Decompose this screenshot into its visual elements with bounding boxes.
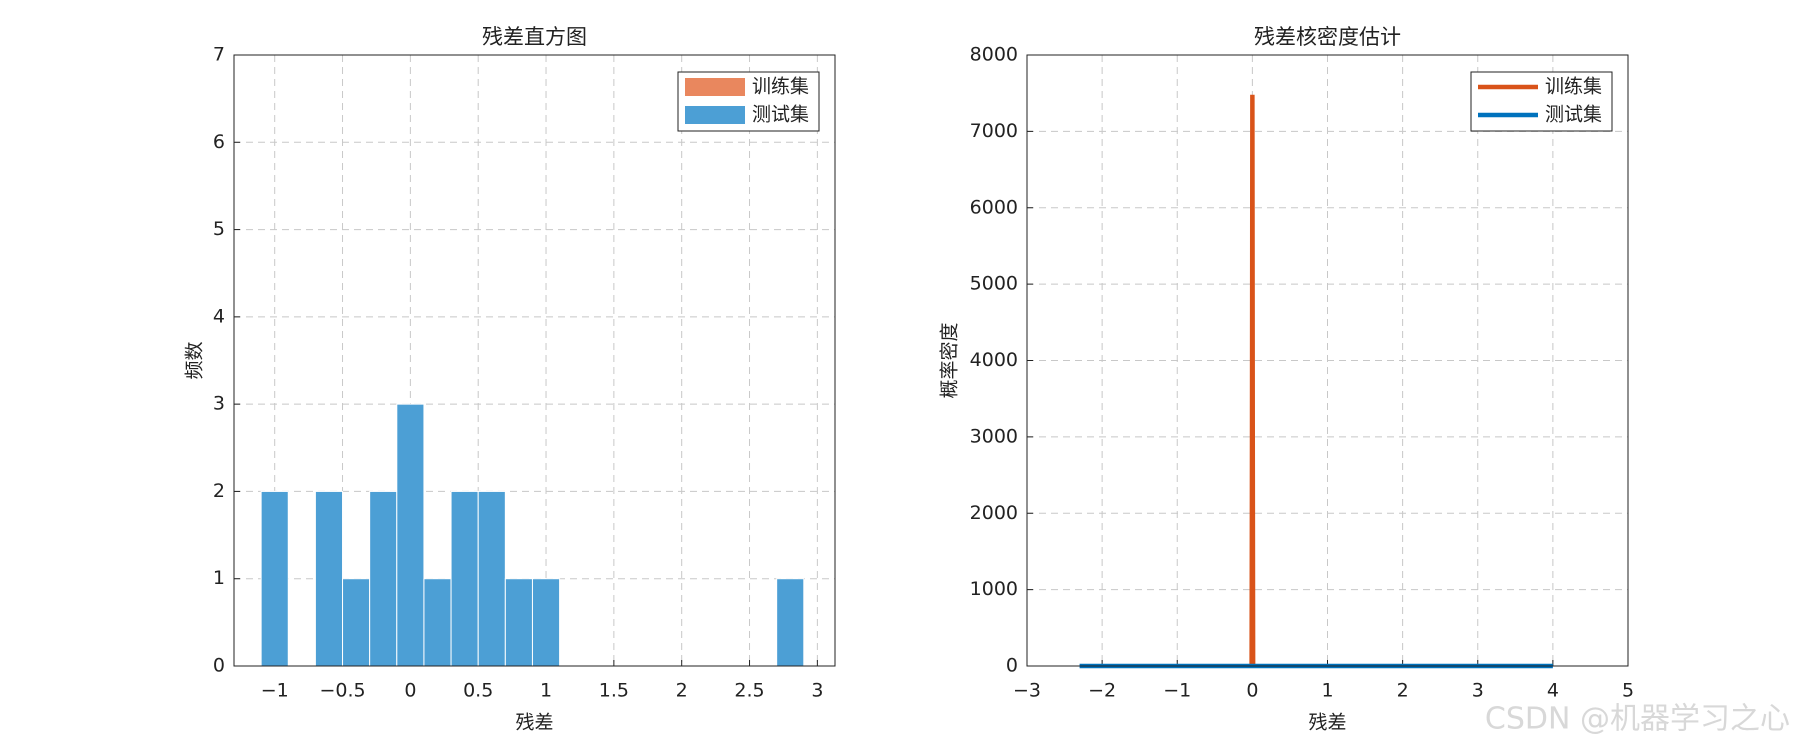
x-tick-label: 2: [676, 680, 688, 702]
x-tick-label: −0.5: [319, 680, 365, 702]
y-tick-label: 8000: [970, 44, 1018, 66]
y-tick-label: 1: [213, 567, 225, 589]
x-tick-label: 1.5: [599, 680, 629, 702]
watermark: CSDN @机器学习之心: [1485, 702, 1790, 737]
y-tick-label: 7: [213, 44, 225, 66]
x-tick-label: 0: [1246, 680, 1258, 702]
x-axis-label: 残差: [515, 712, 553, 734]
bar: [369, 490, 398, 667]
line: [1249, 94, 1256, 667]
x-tick-label: 1: [540, 680, 552, 702]
x-tick-label: 3: [1472, 680, 1484, 702]
x-tick-label: −1: [1163, 680, 1191, 702]
x-tick-label: 0.5: [463, 680, 493, 702]
x-tick-label: 3: [811, 680, 823, 702]
y-tick-label: 6: [213, 131, 225, 153]
y-tick-label: 6000: [970, 196, 1018, 218]
y-tick-label: 2000: [970, 502, 1018, 524]
y-tick-label: 7000: [970, 120, 1018, 142]
x-tick-label: −3: [1013, 680, 1041, 702]
y-axis-label: 频数: [184, 341, 206, 379]
legend-label: 测试集: [1545, 104, 1602, 126]
legend-label: 训练集: [1545, 76, 1602, 98]
bar: [531, 578, 561, 667]
bar: [314, 490, 344, 667]
chart-title: 残差核密度估计: [1254, 25, 1401, 49]
bar: [342, 578, 371, 667]
y-tick-label: 4000: [970, 349, 1018, 371]
bar: [423, 578, 452, 667]
bar: [260, 490, 289, 667]
axes-box: [1026, 54, 1629, 667]
legend-swatch: [685, 78, 745, 96]
bar: [504, 578, 533, 667]
bar: [396, 403, 425, 667]
axes-box: [233, 54, 836, 667]
x-tick-label: −1: [261, 680, 289, 702]
legend-label: 测试集: [752, 104, 809, 126]
y-tick-label: 3000: [970, 425, 1018, 447]
legend-box: [1470, 71, 1613, 132]
x-tick-label: 4: [1547, 680, 1559, 702]
chart-title: 残差直方图: [482, 25, 587, 49]
y-tick-label: 5000: [970, 273, 1018, 295]
y-tick-label: 2: [213, 480, 225, 502]
y-tick-label: 3: [213, 393, 225, 415]
bar: [450, 490, 479, 667]
x-tick-label: 5: [1622, 680, 1634, 702]
y-tick-label: 1000: [970, 578, 1018, 600]
x-tick-label: −2: [1088, 680, 1116, 702]
y-tick-label: 0: [213, 655, 225, 677]
y-axis-label: 概率密度: [939, 322, 961, 398]
legend-label: 训练集: [752, 76, 809, 98]
x-tick-label: 0: [404, 680, 416, 702]
y-tick-label: 0: [1006, 655, 1018, 677]
x-tick-label: 2.5: [734, 680, 764, 702]
legend-swatch: [685, 106, 745, 124]
bar: [477, 490, 506, 667]
bar: [776, 578, 805, 667]
y-tick-label: 4: [213, 305, 225, 327]
x-tick-label: 2: [1397, 680, 1409, 702]
x-axis-label: 残差: [1308, 712, 1346, 734]
x-tick-label: 1: [1321, 680, 1333, 702]
y-tick-label: 5: [213, 218, 225, 240]
